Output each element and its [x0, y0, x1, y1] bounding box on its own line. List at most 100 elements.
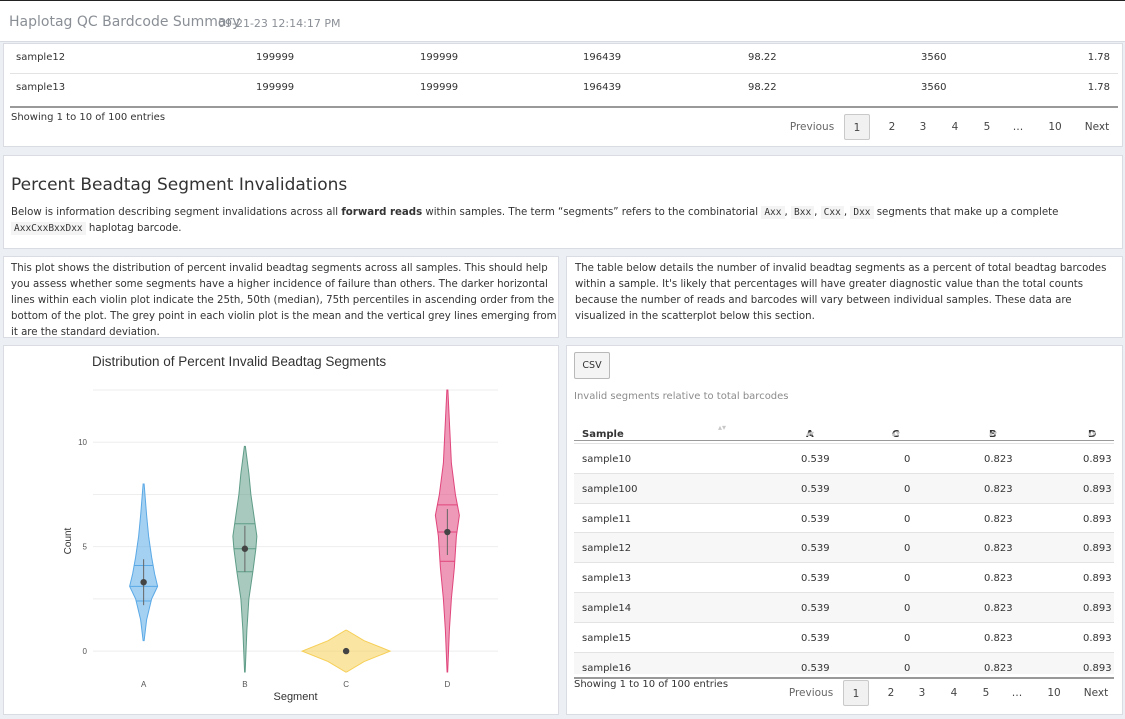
- value-cell: 0.893: [1083, 513, 1112, 525]
- sample-cell: sample11: [582, 513, 632, 525]
- sample-cell: sample100: [582, 483, 638, 495]
- pager-ellipsis: …: [1012, 121, 1024, 133]
- row-divider: [10, 73, 1118, 74]
- summary-cell: 199999: [256, 82, 295, 93]
- pager-page-10[interactable]: 10: [1048, 121, 1062, 133]
- summary-cell: 1.78: [1087, 52, 1110, 63]
- mean-point: [444, 528, 451, 536]
- summary-cell: 196439: [583, 82, 622, 93]
- code-full: AxxCxxBxxDxx: [11, 222, 86, 235]
- summary-pager: Previous 1 2 3 4 5 … 10 Next: [4, 114, 1124, 140]
- desc-text: within samples. The term “segments” refe…: [422, 207, 762, 218]
- table-row: sample11 0.539 0 0.823 0.893: [574, 502, 1114, 533]
- value-cell: 0: [904, 513, 911, 525]
- table-row: sample12 0.539 0 0.823 0.893: [574, 532, 1114, 563]
- code-sep: ,: [843, 207, 848, 218]
- summary-cell: 1.78: [1087, 82, 1110, 93]
- pager-page-5[interactable]: 5: [982, 687, 990, 699]
- pager-ellipsis: …: [1011, 687, 1023, 699]
- x-tick-label: C: [343, 680, 349, 689]
- value-cell: 0: [904, 573, 911, 585]
- section-title: Percent Beadtag Segment Invalidations: [11, 175, 348, 195]
- pager-page-3[interactable]: 3: [918, 687, 926, 699]
- value-cell: 0.823: [984, 603, 1013, 614]
- table-caption: Invalid segments relative to total barco…: [574, 391, 789, 402]
- pager-page-1[interactable]: 1: [843, 680, 869, 706]
- column-header-label: C: [892, 429, 900, 440]
- value-cell: 0.893: [1083, 632, 1112, 644]
- pager-next-button[interactable]: Next: [1083, 687, 1109, 699]
- column-header-label: Sample: [582, 429, 624, 440]
- summary-cell: 3560: [921, 52, 947, 63]
- value-cell: 0.539: [801, 513, 830, 525]
- code-bxx: Bxx: [791, 206, 815, 219]
- value-cell: 0.539: [801, 662, 830, 674]
- summary-cell: 199999: [420, 82, 459, 93]
- desc-text: haplotag barcode.: [85, 223, 182, 234]
- sample-cell: sample12: [582, 543, 632, 555]
- desc-text: segments that make up a complete: [873, 207, 1059, 218]
- pager-page-4[interactable]: 4: [951, 121, 959, 133]
- table-row: sample13 0.539 0 0.823 0.893: [574, 562, 1114, 592]
- value-cell: 0.823: [984, 483, 1013, 495]
- table-header: Sample ▴▾ A ▴▾ C ▴▾ B ▴▾ D ▴▾: [574, 415, 1114, 441]
- table-row: sample16 0.539 0 0.823 0.893: [574, 651, 1114, 674]
- pager-page-2[interactable]: 2: [888, 121, 896, 133]
- table-row: sample15 0.539 0 0.823 0.893: [574, 621, 1114, 652]
- summary-cell: 196439: [583, 52, 622, 63]
- sort-icon: ▴▾: [1088, 429, 1097, 438]
- sample-cell: sample13: [582, 573, 632, 585]
- value-cell: 0.539: [801, 632, 830, 644]
- value-cell: 0.893: [1083, 662, 1112, 674]
- pager-page-5[interactable]: 5: [983, 121, 991, 133]
- pager-page-2[interactable]: 2: [887, 687, 895, 699]
- x-axis-label: Segment: [273, 691, 317, 703]
- pager-page-10[interactable]: 10: [1047, 687, 1061, 699]
- plot-note-text: This plot shows the distribution of perc…: [11, 263, 557, 338]
- mean-point: [241, 545, 249, 552]
- value-cell: 0.823: [984, 662, 1013, 674]
- value-cell: 0.893: [1083, 573, 1112, 585]
- pager-page-4[interactable]: 4: [950, 687, 958, 699]
- table-footer-rule: [574, 677, 1114, 679]
- chart-title: Distribution of Percent Invalid Beadtag …: [92, 354, 387, 369]
- value-cell: 0: [904, 543, 911, 555]
- code-cxx: Cxx: [820, 206, 844, 219]
- summary-showing-text: Showing 1 to 10 of 100 entries: [11, 112, 166, 123]
- value-cell: 0.539: [801, 543, 830, 555]
- value-cell: 0: [904, 454, 911, 465]
- table-row: sample10 0.539 0 0.823 0.893: [574, 443, 1114, 473]
- pager-page-3[interactable]: 3: [919, 121, 927, 133]
- y-tick-label: 5: [83, 543, 88, 552]
- pager-previous-button[interactable]: Previous: [789, 121, 835, 133]
- desc-bold: forward reads: [341, 207, 423, 218]
- table-note-card: [566, 256, 1123, 338]
- summary-cell: 199999: [256, 52, 295, 63]
- pager-previous-button[interactable]: Previous: [788, 687, 834, 699]
- value-cell: 0.893: [1083, 603, 1112, 614]
- column-header-label: B: [989, 429, 997, 440]
- csv-button[interactable]: CSV: [574, 352, 610, 379]
- sort-icon: ▴▾: [892, 429, 901, 438]
- pager-next-button[interactable]: Next: [1084, 121, 1110, 133]
- pager-page-1[interactable]: 1: [844, 114, 870, 140]
- column-header-label: A: [806, 429, 814, 440]
- summary-cell: sample13: [16, 82, 66, 93]
- sample-cell: sample10: [582, 454, 632, 465]
- x-tick-label: B: [242, 680, 247, 689]
- mean-point: [342, 647, 350, 655]
- plot-note-card: [3, 256, 559, 338]
- value-cell: 0.539: [801, 454, 830, 465]
- column-header-label: D: [1088, 429, 1097, 440]
- table-footer-rule: [10, 106, 1118, 108]
- value-cell: 0.893: [1083, 543, 1112, 555]
- value-cell: 0.893: [1083, 483, 1112, 495]
- summary-cell: sample12: [16, 52, 66, 63]
- violin-chart: 0 5 10 A B C D Segment Count: [63, 389, 498, 703]
- value-cell: 0: [904, 662, 911, 674]
- value-cell: 0.539: [801, 573, 830, 585]
- table-pager: Previous 1 2 3 4 5 … 10 Next: [566, 680, 1123, 706]
- value-cell: 0.823: [984, 632, 1013, 644]
- sort-icon: ▴▾: [718, 423, 727, 432]
- sample-cell: sample15: [582, 632, 632, 644]
